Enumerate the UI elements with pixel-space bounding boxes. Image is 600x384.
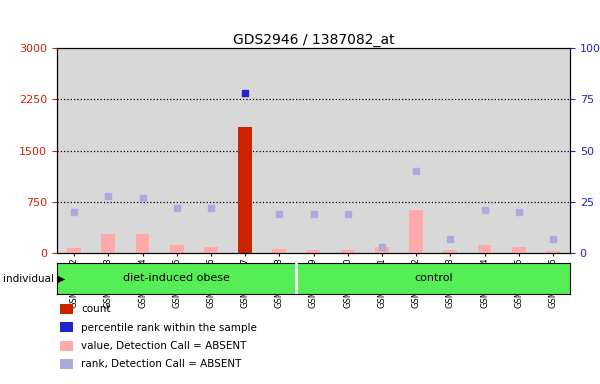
Bar bbox=[262, 48, 296, 253]
Text: rank, Detection Call = ABSENT: rank, Detection Call = ABSENT bbox=[81, 359, 241, 369]
Bar bbox=[546, 251, 560, 253]
Bar bbox=[194, 48, 228, 253]
Bar bbox=[433, 48, 467, 253]
Bar bbox=[136, 233, 149, 253]
Bar bbox=[228, 48, 262, 253]
Bar bbox=[296, 48, 331, 253]
Bar bbox=[467, 48, 502, 253]
Bar bbox=[101, 234, 115, 253]
Bar bbox=[160, 48, 194, 253]
Bar bbox=[536, 48, 570, 253]
Text: diet-induced obese: diet-induced obese bbox=[123, 273, 230, 283]
Bar bbox=[331, 48, 365, 253]
Bar bbox=[67, 248, 81, 253]
Bar bbox=[365, 48, 399, 253]
Text: individual ▶: individual ▶ bbox=[3, 274, 65, 284]
Bar bbox=[57, 48, 91, 253]
Bar bbox=[170, 245, 184, 253]
Text: value, Detection Call = ABSENT: value, Detection Call = ABSENT bbox=[81, 341, 247, 351]
Bar bbox=[409, 210, 423, 253]
Bar bbox=[307, 250, 320, 253]
Bar bbox=[375, 247, 389, 253]
Text: count: count bbox=[81, 304, 110, 314]
Bar bbox=[341, 250, 355, 253]
Text: control: control bbox=[414, 273, 452, 283]
Bar bbox=[478, 245, 491, 253]
Bar bbox=[399, 48, 433, 253]
Bar bbox=[512, 247, 526, 253]
Bar bbox=[272, 249, 286, 253]
Text: percentile rank within the sample: percentile rank within the sample bbox=[81, 323, 257, 333]
Bar bbox=[125, 48, 160, 253]
Bar bbox=[238, 127, 252, 253]
Bar bbox=[502, 48, 536, 253]
Bar bbox=[443, 250, 457, 253]
Title: GDS2946 / 1387082_at: GDS2946 / 1387082_at bbox=[233, 33, 394, 47]
Bar bbox=[204, 247, 218, 253]
Bar bbox=[91, 48, 125, 253]
